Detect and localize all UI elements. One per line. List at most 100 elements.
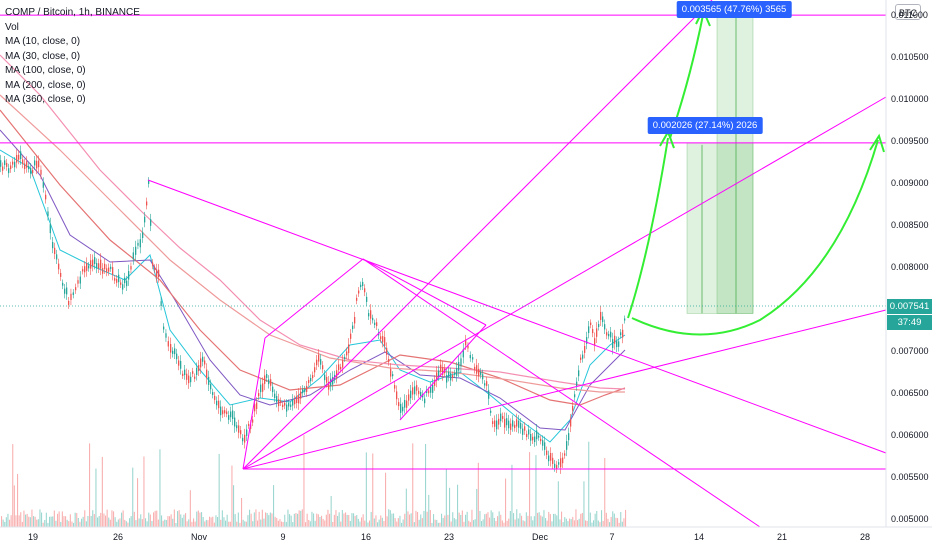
volume-bar <box>426 511 428 527</box>
volume-bar <box>530 516 532 527</box>
volume-bar <box>92 510 94 527</box>
volume-bar <box>199 512 201 527</box>
volume-bar <box>257 520 259 527</box>
volume-bar <box>132 467 134 527</box>
volume-bar <box>369 520 371 527</box>
volume-bar <box>500 514 502 527</box>
volume-bar <box>97 517 99 527</box>
volume-bar <box>460 514 462 527</box>
volume-bar <box>12 444 14 527</box>
trend-line[interactable] <box>242 0 713 470</box>
volume-bar <box>231 465 233 527</box>
x-tick-label: 19 <box>27 532 39 542</box>
volume-bar <box>149 514 151 527</box>
volume-bar <box>217 517 219 527</box>
volume-bar <box>404 513 406 527</box>
volume-bar <box>66 519 68 527</box>
volume-bar <box>79 521 81 527</box>
volume-bar <box>15 515 17 527</box>
volume-bar <box>417 512 419 527</box>
trend-line[interactable] <box>242 96 887 470</box>
y-tick-label: 0.007000 <box>891 346 929 356</box>
volume-bar <box>181 517 183 527</box>
volume-bar <box>519 513 521 527</box>
volume-bar <box>196 511 198 527</box>
measure-callout-1[interactable]: 0.002026 (27.14%) 2026 <box>647 117 763 134</box>
volume-bar <box>73 522 75 527</box>
trend-line[interactable] <box>242 309 887 470</box>
volume-bar <box>204 521 206 527</box>
volume-bar <box>394 518 396 527</box>
volume-bar <box>285 521 287 527</box>
volume-bar <box>316 513 318 527</box>
volume-bar <box>263 518 265 527</box>
volume-bar <box>498 511 500 527</box>
volume-bar <box>386 516 388 527</box>
volume-bar <box>162 520 164 527</box>
volume-bar <box>457 484 459 527</box>
volume-bar <box>407 511 409 527</box>
volume-bar <box>442 517 444 527</box>
currency-badge[interactable]: BTC <box>895 4 921 20</box>
price-series <box>0 145 626 474</box>
volume-bar <box>353 513 355 527</box>
volume-bar <box>508 518 510 527</box>
volume-bar <box>385 472 387 527</box>
trend-line[interactable] <box>147 179 887 454</box>
trend-line[interactable] <box>399 324 487 421</box>
volume-bar <box>620 512 622 527</box>
volume-bar <box>490 510 492 527</box>
trend-line[interactable] <box>242 337 266 470</box>
legend-volume: Vol <box>5 21 19 33</box>
volume-bar <box>271 513 273 527</box>
volume-bar <box>492 512 494 527</box>
volume-bar <box>44 520 46 527</box>
volume-bar <box>47 522 49 527</box>
volume-bar <box>20 512 22 527</box>
volume-bar <box>135 520 137 527</box>
volume-bar <box>213 522 215 527</box>
measure-callout-2[interactable]: 0.003565 (47.76%) 3565 <box>676 1 792 18</box>
volume-bar <box>458 512 460 527</box>
volume-bar <box>465 514 467 527</box>
y-tick-label: 0.011000 <box>891 10 928 20</box>
volume-bar <box>367 522 369 527</box>
volume-bar <box>522 520 524 527</box>
legend-ma100: MA (100, close, 0) <box>5 65 86 76</box>
volume-bar <box>399 515 401 527</box>
volume-bar <box>189 490 191 527</box>
volume-bar <box>226 514 228 527</box>
trend-line[interactable] <box>264 258 364 339</box>
volume-bar <box>284 514 286 527</box>
volume-bar <box>509 511 511 527</box>
volume-bar <box>146 521 148 527</box>
volume-bar <box>185 513 187 527</box>
volume-bar <box>95 468 97 527</box>
volume-bar <box>98 516 100 527</box>
volume-bar <box>306 513 308 527</box>
volume-bar <box>484 514 486 527</box>
volume-bar <box>546 520 548 527</box>
volume-bar <box>425 444 427 527</box>
volume-bar <box>605 512 607 527</box>
volume-bar <box>17 473 19 527</box>
volume-bar <box>201 512 203 527</box>
volume-bar <box>116 521 118 527</box>
volume-bar <box>186 521 188 527</box>
volume-bar <box>356 515 358 527</box>
volume-bar <box>305 522 307 527</box>
legend-title: COMP / Bitcoin, 1h, BINANCE <box>5 7 140 18</box>
y-tick-label: 0.009500 <box>891 136 929 146</box>
volume-bar <box>364 520 366 527</box>
trend-line[interactable] <box>362 258 487 326</box>
trend-line[interactable] <box>362 258 761 528</box>
volume-bar <box>69 514 71 527</box>
volume-bar <box>388 509 390 527</box>
volume-bar <box>591 522 593 527</box>
volume-bar <box>597 520 599 527</box>
volume-bar <box>348 515 350 527</box>
volume-bar <box>218 453 220 527</box>
volume-bar <box>242 519 244 527</box>
volume-bar <box>74 512 76 527</box>
